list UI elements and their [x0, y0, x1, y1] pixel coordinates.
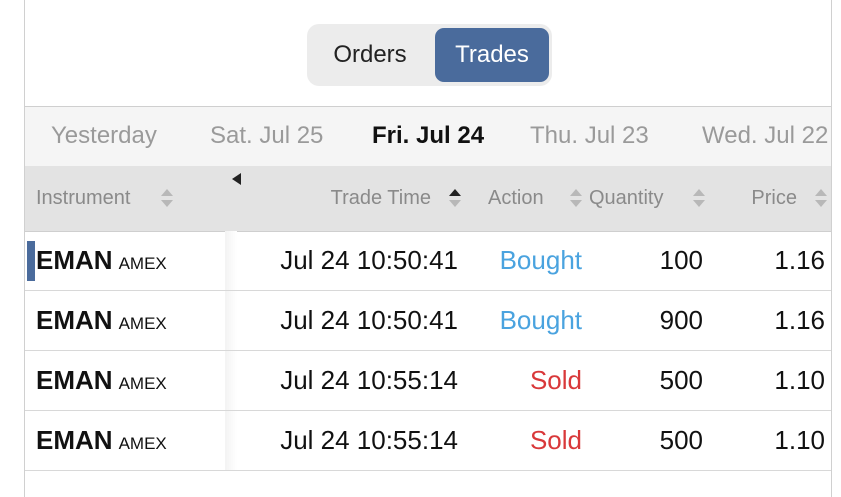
exchange: AMEX [118, 254, 167, 273]
table-row[interactable]: EMAN AMEX Jul 24 10:50:41 Bought 100 1.16 [25, 231, 831, 291]
trade-time: Jul 24 10:50:41 [280, 245, 458, 275]
symbol: EMAN [36, 245, 113, 275]
exchange: AMEX [118, 434, 167, 453]
action: Bought [499, 245, 582, 275]
table-row[interactable]: EMAN AMEX Jul 24 10:55:14 Sold 500 1.10 [25, 411, 831, 471]
trade-time: Jul 24 10:50:41 [280, 305, 458, 335]
price: 1.10 [774, 425, 825, 455]
quantity: 500 [659, 425, 703, 455]
segment-button[interactable]: Orders [333, 41, 407, 68]
date-tab[interactable]: Wed. Jul 22 [702, 122, 829, 149]
sort-icon [570, 189, 582, 207]
row-fade [225, 411, 237, 470]
date-tab[interactable]: Sat. Jul 25 [210, 122, 324, 149]
trade-time: Jul 24 10:55:14 [280, 425, 458, 455]
column-header[interactable]: Action [488, 187, 544, 209]
column-header[interactable]: Trade Time [330, 187, 431, 209]
symbol: EMAN [36, 425, 113, 455]
row-fade [225, 291, 237, 350]
sort-icon [161, 189, 173, 207]
column-header[interactable]: Instrument [36, 187, 131, 209]
date-bar: Yesterday Sat. Jul 25 Fri. Jul 24 Thu. Jul … [25, 106, 831, 167]
symbol: EMAN [36, 305, 113, 335]
instrument: EMAN AMEX [36, 231, 167, 293]
instrument: EMAN AMEX [36, 291, 167, 353]
column-header[interactable]: Price [751, 187, 797, 209]
instrument: EMAN AMEX [36, 411, 167, 473]
date-tab[interactable]: Thu. Jul 23 [530, 122, 649, 149]
quantity: 900 [659, 305, 703, 335]
date-tab[interactable]: Yesterday [51, 122, 157, 149]
table-header: Instrument Trade Time Action Quantity Price [25, 166, 831, 232]
date-tab[interactable]: Fri. Jul 24 [372, 122, 485, 149]
table-row[interactable]: EMAN AMEX Jul 24 10:50:41 Bought 900 1.16 [25, 291, 831, 351]
resize-indicator [232, 173, 241, 185]
row-fade [225, 231, 237, 290]
exchange: AMEX [118, 374, 167, 393]
row-fade [225, 351, 237, 410]
trade-time: Jul 24 10:55:14 [280, 365, 458, 395]
instrument: EMAN AMEX [36, 351, 167, 413]
action: Bought [499, 305, 582, 335]
quantity: 100 [659, 245, 703, 275]
segmented-control: Orders Trades [307, 24, 552, 86]
segment-button[interactable]: Trades [435, 28, 549, 82]
sort-icon [693, 189, 705, 207]
symbol: EMAN [36, 365, 113, 395]
exchange: AMEX [118, 314, 167, 333]
column-header[interactable]: Quantity [589, 187, 664, 209]
sort-icon [815, 189, 827, 207]
price: 1.16 [774, 305, 825, 335]
panel: Orders Trades Yesterday Sat. Jul 25 Fri. Ju… [24, 0, 832, 497]
price: 1.10 [774, 365, 825, 395]
sort-icon [449, 189, 461, 207]
table-row[interactable]: EMAN AMEX Jul 24 10:55:14 Sold 500 1.10 [25, 351, 831, 411]
quantity: 500 [659, 365, 703, 395]
action: Sold [529, 365, 582, 395]
selection-marker [27, 241, 35, 281]
action: Sold [529, 425, 582, 455]
price: 1.16 [774, 245, 825, 275]
